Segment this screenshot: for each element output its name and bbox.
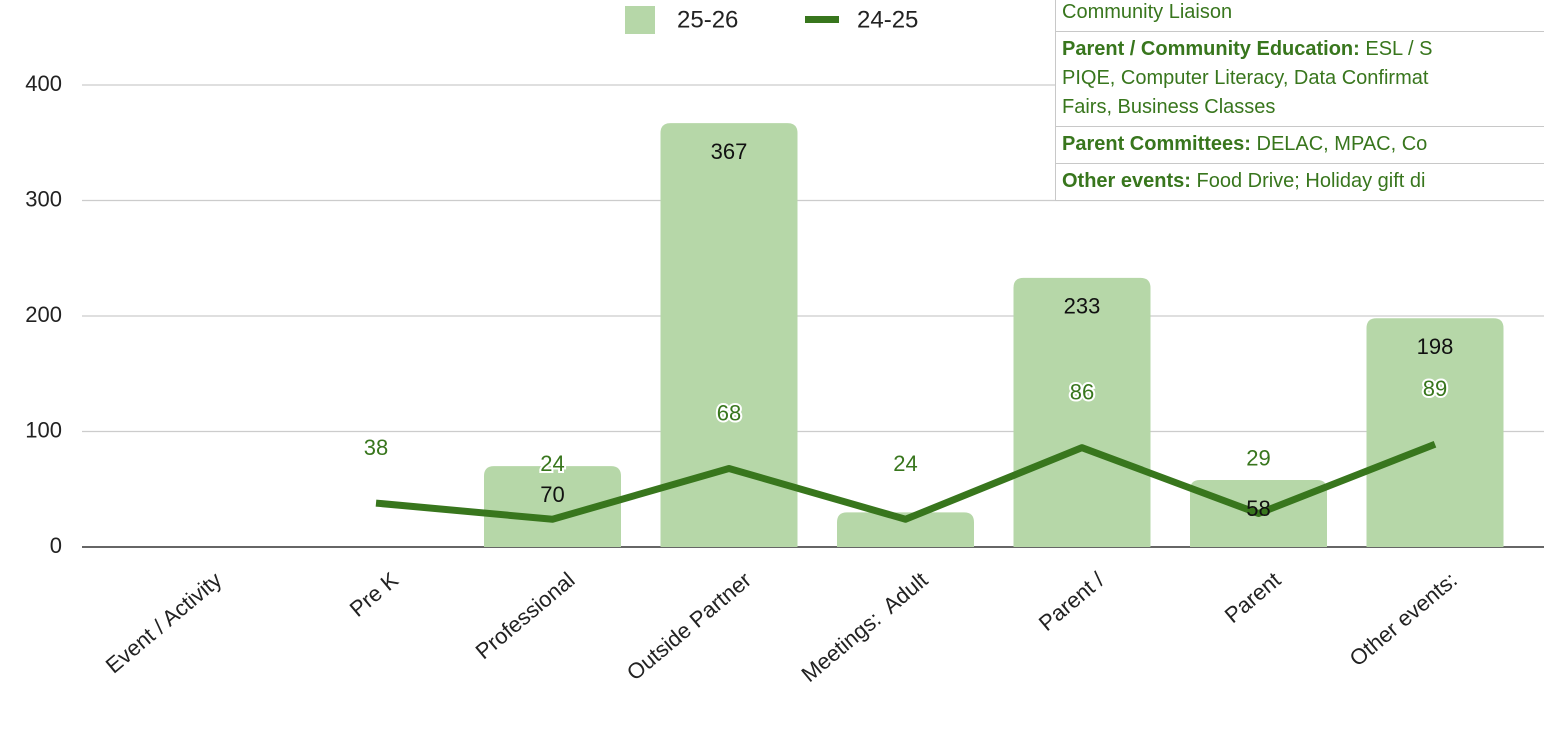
row-text: Community Liaison [1062,1,1233,23]
info-table: Community Liaison Parent / Community Educ… [1055,0,1544,201]
line [375,440,1437,523]
bar [837,512,974,547]
legend-swatch [805,16,839,23]
table-row: Parent / Community Education: ESL / S PI… [1055,31,1544,127]
x-tick-label: Pre K [345,567,403,622]
line-value-label: 89 [1423,376,1447,401]
table-cell: Parent / Community Education: ESL / S PI… [1055,31,1544,127]
x-tick-label: Meetings: Adult [796,567,932,687]
bar-value-label: 58 [1246,496,1270,521]
bar-value-label: 70 [540,482,564,507]
row-text: ESL / S PIQE, Computer Literacy, Data Co… [1062,38,1433,118]
row-text: Food Drive; Holiday gift di [1190,170,1426,192]
x-tick-label: Professional [471,567,580,664]
line-value-label: 68 [717,400,741,425]
y-tick-label: 0 [50,533,62,558]
legend-swatch [625,6,655,34]
bar [660,123,798,548]
legend-label: 25-26 [677,6,738,33]
line-value-label: 24 [540,451,564,476]
x-tick-label: Parent [1220,567,1286,628]
line-value-label: 29 [1246,445,1270,470]
row-text: DELAC, MPAC, Co [1250,133,1428,155]
y-tick-label: 100 [25,417,62,442]
line-value-label: 38 [364,435,388,460]
table-row: Parent Committees: DELAC, MPAC, Co [1055,126,1544,164]
line-value-label: 24 [893,451,917,476]
row-label: Other events: [1062,170,1191,192]
bar-value-label: 198 [1417,334,1454,359]
y-tick-label: 300 [25,186,62,211]
row-label: Parent / Community Education: [1062,38,1360,60]
x-tick-label: Other events: [1345,567,1462,671]
bar [1013,277,1151,547]
x-tick-label: Outside Partner [622,567,756,685]
table-row: Other events: Food Drive; Holiday gift d… [1055,163,1544,201]
bar [484,466,621,547]
table-cell: Parent Committees: DELAC, MPAC, Co [1055,126,1544,164]
bar-value-label: 367 [711,139,748,164]
bar [1366,318,1504,547]
y-tick-label: 200 [25,302,62,327]
x-tick-label: Parent / [1034,567,1110,636]
table-cell: Community Liaison [1055,0,1544,32]
row-label: Parent Committees: [1062,133,1251,155]
y-tick-label: 400 [25,71,62,96]
legend-label: 24-25 [857,6,918,33]
table-cell: Other events: Food Drive; Holiday gift d… [1055,163,1544,201]
line-value-label: 86 [1070,379,1094,404]
x-tick-label: Event / Activity [101,567,227,678]
bar-value-label: 233 [1064,294,1101,319]
table-row: Community Liaison [1055,0,1544,32]
